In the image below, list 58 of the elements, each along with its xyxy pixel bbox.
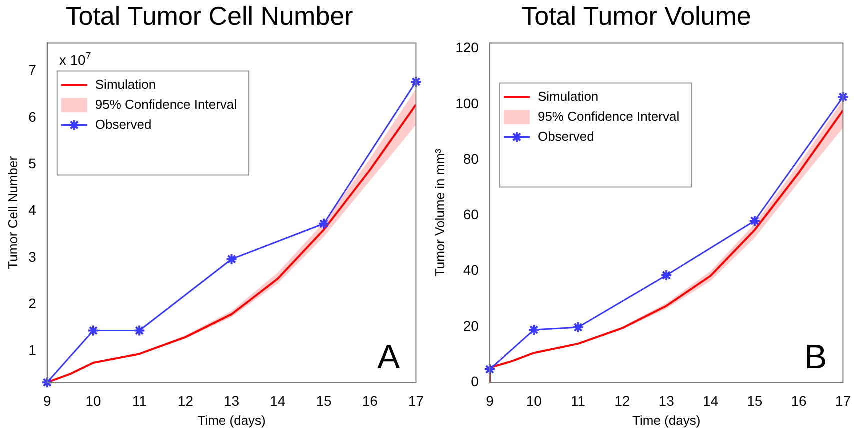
annotation: A: [378, 338, 401, 377]
point: [226, 253, 238, 266]
x-tick-label: 13: [224, 392, 240, 409]
y-tick-label: 100: [456, 95, 480, 112]
point: [572, 322, 584, 334]
x-tick-label: 11: [132, 392, 148, 409]
y-tick-label: 7: [28, 62, 37, 78]
point: [410, 76, 422, 88]
y-tick-label: 80: [463, 150, 480, 167]
point: [660, 269, 673, 282]
y-tick-label: 20: [463, 318, 480, 334]
x-tick-label: 17: [835, 392, 852, 409]
point: [134, 324, 146, 337]
x-tick-label: 12: [614, 392, 630, 409]
x-tick-label: 14: [270, 392, 286, 409]
x-tick-label: 12: [178, 392, 194, 409]
y-axis-title: Tumor Cell Number: [5, 156, 20, 270]
x-tick-label: 15: [316, 392, 332, 409]
legend-label: Simulation: [95, 76, 156, 92]
x-tick-label: 10: [86, 392, 102, 409]
x-tick-label: 14: [702, 392, 719, 409]
x-tick-label: 10: [526, 392, 542, 409]
x-tick-label: 17: [408, 392, 424, 409]
y-tick-label: 5: [28, 155, 37, 172]
point: [41, 376, 54, 389]
annotation: B: [804, 338, 828, 377]
point: [318, 218, 330, 230]
legend-label: 95% Confidence Interval: [95, 96, 238, 112]
point: [87, 324, 100, 337]
y-axis-title: Tumor Volume in mm³: [432, 148, 448, 277]
x-tick-label: 9: [486, 392, 494, 409]
y-tick-label: 0: [471, 373, 480, 390]
x-axis-title: Time (days): [198, 412, 266, 428]
y-tick-label: 3: [28, 248, 37, 265]
point: [528, 324, 540, 336]
legend-label: Simulation: [538, 88, 599, 104]
y-tick-label: 6: [28, 108, 37, 125]
y-tick-label: 60: [463, 206, 480, 223]
x-tick-label: 11: [571, 392, 586, 409]
x-axis-title: Time (days): [632, 412, 701, 428]
x-tick-label: 13: [658, 392, 675, 409]
y-tick-label: 2: [28, 295, 37, 312]
point: [748, 214, 761, 227]
y-tick-label: 120: [456, 40, 480, 56]
legend-label: Observed: [538, 128, 594, 144]
y-tick-label: 1: [28, 342, 37, 358]
y-tick-label: 40: [463, 262, 480, 278]
x-tick-label: 16: [362, 392, 378, 409]
x-tick-label: 9: [43, 392, 52, 409]
y-tick-label: 4: [28, 202, 37, 218]
point: [484, 364, 496, 376]
x-tick-label: 15: [747, 392, 763, 409]
x-tick-label: 16: [791, 392, 808, 409]
point: [837, 91, 850, 104]
chart-title: Total Tumor Volume: [522, 0, 752, 31]
legend-label: Observed: [95, 116, 152, 132]
chart-title: Total Tumor Cell Number: [66, 0, 354, 31]
legend-label: 95% Confidence Interval: [538, 108, 680, 124]
